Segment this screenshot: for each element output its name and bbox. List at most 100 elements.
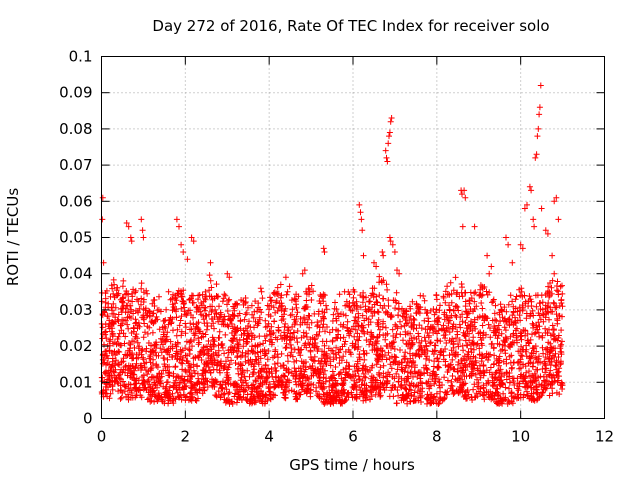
data-point — [329, 368, 336, 375]
data-point — [210, 341, 216, 348]
data-point — [415, 369, 422, 376]
data-point — [559, 282, 565, 289]
data-point — [506, 385, 512, 392]
data-point — [486, 270, 493, 277]
data-point — [394, 361, 401, 368]
data-point — [178, 241, 185, 248]
data-point — [361, 350, 368, 357]
data-point — [245, 348, 252, 355]
data-point — [119, 283, 126, 290]
data-point — [321, 342, 328, 349]
data-point — [110, 290, 117, 297]
data-point — [282, 395, 289, 402]
data-point — [132, 364, 139, 371]
data-point — [508, 352, 515, 359]
data-point — [138, 285, 145, 292]
data-point — [440, 294, 447, 301]
data-point — [166, 387, 173, 394]
data-point — [550, 299, 557, 306]
data-point — [430, 363, 437, 370]
data-point — [515, 387, 522, 394]
data-point — [360, 391, 367, 398]
data-point — [360, 252, 367, 259]
data-point — [213, 393, 220, 400]
data-point — [276, 378, 283, 385]
data-point — [195, 335, 202, 342]
data-point — [520, 327, 527, 333]
data-point — [551, 335, 558, 342]
data-point — [162, 325, 169, 332]
data-point — [464, 387, 471, 394]
data-point — [395, 300, 402, 307]
data-point — [102, 370, 109, 377]
data-point — [228, 330, 235, 336]
data-point — [535, 319, 542, 326]
data-point — [414, 374, 421, 380]
data-point — [107, 336, 114, 343]
data-point — [524, 383, 531, 390]
data-point — [500, 390, 507, 397]
data-point — [388, 365, 395, 372]
data-point — [395, 378, 402, 385]
data-point — [458, 289, 465, 296]
data-point — [195, 319, 202, 326]
data-point — [493, 385, 500, 392]
data-point — [207, 277, 214, 284]
data-point — [403, 386, 410, 393]
data-point — [525, 360, 532, 367]
data-point — [476, 351, 483, 358]
data-point — [237, 325, 244, 332]
data-point — [339, 323, 346, 330]
data-point — [304, 382, 311, 389]
data-point — [184, 377, 191, 384]
data-point — [250, 381, 257, 388]
data-point — [163, 389, 169, 396]
data-point — [286, 283, 293, 290]
data-point — [123, 220, 130, 226]
data-point — [149, 373, 156, 380]
data-point — [421, 370, 428, 377]
data-point — [556, 365, 563, 372]
data-point — [141, 364, 148, 371]
data-point — [138, 301, 144, 308]
data-point — [419, 380, 426, 387]
data-point — [463, 325, 470, 332]
data-point — [221, 316, 228, 323]
data-point — [376, 273, 383, 280]
data-point — [497, 382, 504, 389]
data-point — [477, 367, 484, 374]
data-point — [380, 252, 387, 259]
data-point — [140, 289, 147, 296]
data-point — [182, 324, 189, 331]
data-point — [160, 341, 166, 348]
data-point — [255, 304, 262, 311]
data-point — [509, 298, 516, 305]
data-point — [139, 364, 146, 371]
data-point — [294, 328, 301, 334]
data-point — [377, 326, 383, 333]
data-point — [176, 380, 183, 387]
data-point — [525, 298, 532, 304]
data-point — [346, 366, 353, 373]
data-point — [139, 374, 146, 380]
data-point — [504, 370, 511, 377]
data-point — [249, 343, 255, 350]
data-point — [242, 325, 249, 332]
data-point — [558, 327, 565, 334]
data-point — [519, 353, 526, 360]
data-point — [459, 223, 466, 230]
data-point — [313, 384, 320, 391]
data-point — [161, 400, 168, 407]
data-point — [360, 362, 367, 369]
data-point — [524, 392, 531, 399]
data-point — [491, 392, 498, 399]
data-point — [526, 293, 533, 300]
data-point — [224, 270, 231, 277]
data-point — [533, 348, 540, 355]
data-point — [192, 330, 199, 337]
data-point — [209, 334, 216, 341]
data-point — [350, 385, 357, 392]
data-point — [195, 375, 202, 382]
data-point — [152, 317, 159, 324]
data-point — [375, 316, 382, 323]
